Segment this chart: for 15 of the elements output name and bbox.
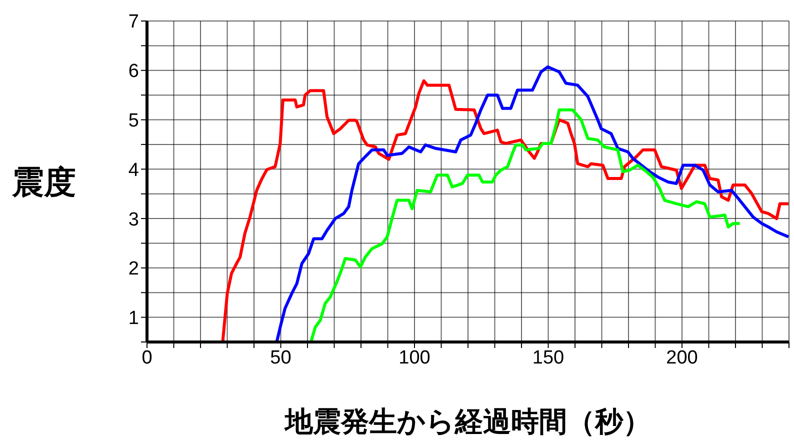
y-tick-label: 2 (128, 258, 139, 280)
x-axis-title: 地震発生から経過時間（秒） (283, 406, 651, 437)
y-axis-title: 震度 (11, 164, 76, 200)
y-tick-label: 5 (128, 110, 139, 132)
y-tick-label: 1 (128, 308, 139, 330)
y-tick-label: 3 (128, 209, 139, 230)
line-series (309, 108, 742, 342)
x-tick-label: 0 (142, 347, 152, 368)
x-tick-label: 150 (532, 347, 564, 368)
x-tick-label: 50 (270, 347, 292, 368)
x-tick-label: 200 (666, 347, 698, 368)
x-tick-label: 100 (398, 347, 430, 368)
y-tick-label: 6 (128, 61, 139, 82)
y-tick-label: 4 (128, 160, 140, 181)
y-tick-label: 7 (128, 12, 139, 33)
